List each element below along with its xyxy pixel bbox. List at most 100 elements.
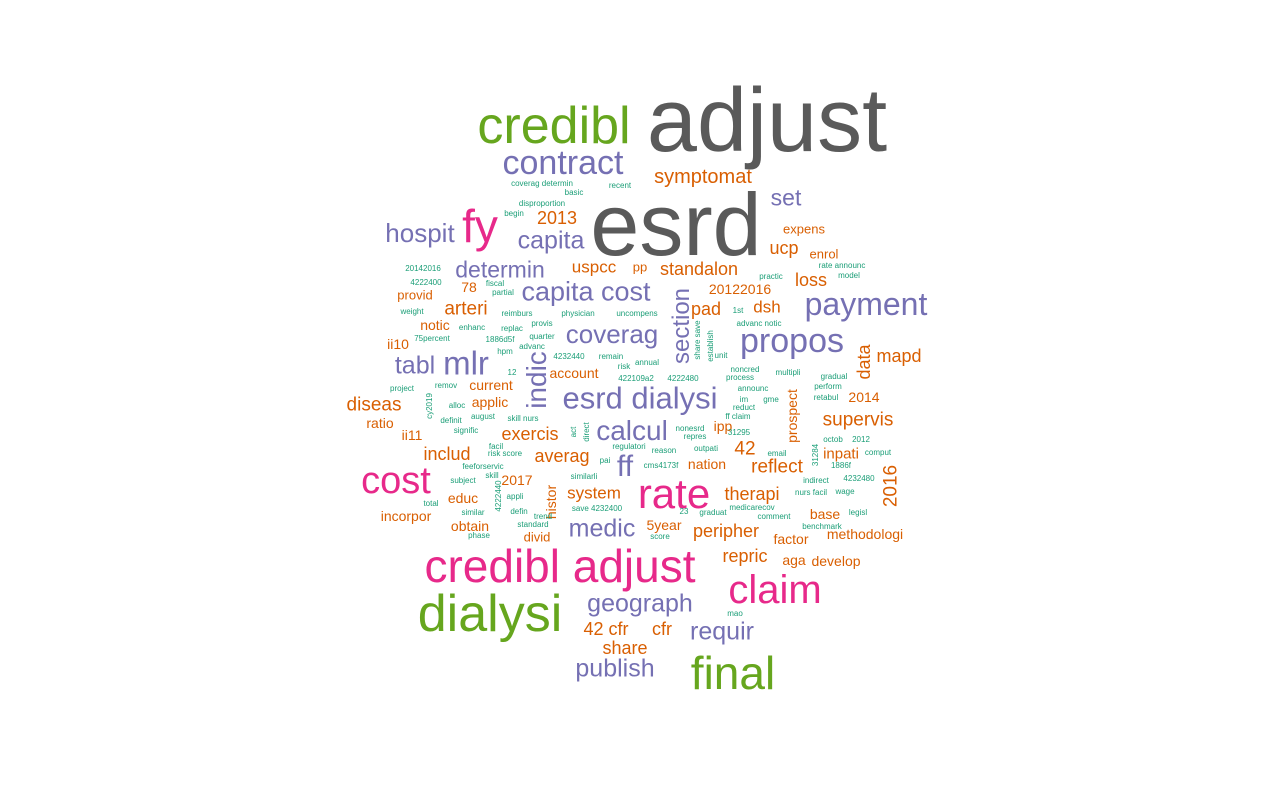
cloud-word: enhanc [458, 323, 486, 332]
cloud-word: medicarecov [729, 503, 775, 512]
cloud-word: diseas [346, 394, 402, 416]
cloud-word: final [690, 647, 776, 699]
cloud-word: skill [485, 471, 499, 480]
cloud-word: announc [737, 384, 769, 393]
cloud-word: weight [400, 307, 424, 316]
cloud-word: 4222440 [494, 480, 503, 512]
cloud-word: applic [471, 394, 509, 410]
cloud-word: similarli [570, 472, 598, 481]
cloud-word: standalon [659, 259, 739, 279]
cloud-word: subject [450, 476, 476, 485]
cloud-word: 2014 [848, 389, 880, 405]
cloud-word: 2017 [501, 472, 533, 488]
cloud-word: remain [598, 352, 624, 361]
cloud-word: account [549, 365, 599, 381]
cloud-word: unit [714, 351, 728, 360]
cloud-word: share [602, 638, 648, 658]
cloud-word: averag [534, 446, 590, 466]
cloud-word: exercis [501, 424, 559, 444]
cloud-word: incorpor [380, 508, 432, 524]
cloud-word: capita cost [521, 276, 651, 307]
cloud-word: wage [835, 487, 855, 496]
cloud-word: claim [728, 568, 822, 612]
cloud-word: nation [687, 456, 727, 472]
cloud-word: save 4232400 [571, 504, 623, 513]
cloud-word: adjust [646, 71, 888, 171]
cloud-word: phase [468, 531, 490, 540]
cloud-word: total [423, 499, 439, 508]
cloud-word: hpm [497, 347, 513, 356]
cloud-word: retabul [813, 393, 839, 402]
cloud-word: obtain [450, 518, 490, 534]
cloud-word: 31295 [727, 428, 751, 437]
cloud-word: requir [690, 617, 754, 646]
cloud-word: physician [561, 309, 595, 318]
cloud-word: dialysi [417, 585, 563, 643]
cloud-word: appli [506, 492, 524, 501]
cloud-word: pad [690, 299, 722, 319]
cloud-word: im [739, 395, 749, 404]
cloud-word: direct [582, 422, 591, 442]
cloud-word: reduct [732, 403, 756, 412]
cloud-word: august [470, 412, 496, 421]
cloud-word: therapi [724, 484, 780, 504]
cloud-word: advanc notic [736, 319, 782, 328]
cloud-word: base [809, 506, 841, 522]
cloud-word: gradual [820, 372, 848, 381]
cloud-word: 20122016 [708, 281, 772, 297]
cloud-word: calcul [596, 415, 668, 446]
cloud-word: 42 cfr [583, 619, 629, 639]
cloud-word: set [770, 184, 802, 211]
cloud-word: basic [564, 188, 584, 197]
cloud-word: ii10 [387, 336, 409, 352]
cloud-word: geograph [587, 589, 693, 618]
cloud-word: propos [740, 322, 844, 360]
cloud-word: aga [782, 552, 806, 568]
cloud-word: peripher [692, 521, 760, 541]
cloud-word: methodologi [826, 526, 904, 542]
cloud-word: nonesrd [675, 424, 705, 433]
cloud-word: trend [533, 512, 553, 521]
cloud-word: indirect [803, 476, 829, 485]
cloud-word: notic [420, 317, 450, 333]
cloud-word: 31284 [811, 443, 820, 467]
cloud-word: reason [651, 446, 677, 455]
cloud-word: perform [814, 382, 842, 391]
cloud-word: 1st [732, 306, 744, 315]
cloud-word: defin [510, 507, 528, 516]
cloud-word: similar [461, 508, 485, 517]
cloud-word: replac [501, 324, 523, 333]
cloud-word: payment [804, 286, 928, 322]
cloud-word: signific [453, 426, 479, 435]
cloud-word: provis [531, 319, 553, 328]
cloud-word: rate [637, 470, 711, 517]
cloud-word: alloc [448, 401, 466, 410]
cloud-word: 4232440 [553, 352, 585, 361]
cloud-word: practic [759, 272, 783, 281]
cloud-word: risk score [487, 449, 523, 458]
cloud-word: pp [632, 259, 648, 275]
cloud-word: comput [864, 448, 892, 457]
cloud-word: 1886d5f [485, 335, 515, 344]
cloud-word: capita [517, 226, 585, 255]
cloud-word: publish [575, 654, 655, 683]
cloud-word: process [725, 373, 755, 382]
cloud-word: repric [722, 546, 768, 566]
cloud-word: mlr [443, 344, 489, 382]
cloud-word: 2016 [880, 464, 902, 508]
cloud-word: includ [423, 444, 471, 464]
cloud-word: educ [447, 490, 479, 506]
cloud-word: data [854, 344, 874, 380]
cloud-word: cms4173f [643, 461, 679, 470]
cloud-word: 4222400 [410, 278, 442, 287]
cloud-word: 23 [679, 507, 689, 516]
cloud-word: arteri [444, 298, 488, 320]
cloud-word: outpati [693, 444, 719, 453]
cloud-word: 75percent [414, 334, 450, 343]
cloud-word: act [569, 426, 578, 438]
cloud-word: standard [517, 520, 549, 529]
cloud-word: quarter [529, 332, 555, 341]
cloud-word: 2012 [852, 435, 870, 444]
cloud-word: supervis [822, 409, 894, 431]
